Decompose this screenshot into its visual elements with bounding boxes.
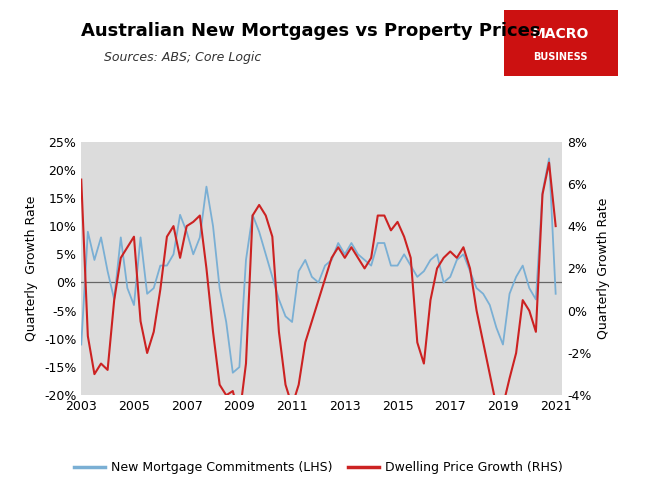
Y-axis label: Quarterly  Growth Rate: Quarterly Growth Rate — [25, 196, 38, 341]
Y-axis label: Quarterly Growth Rate: Quarterly Growth Rate — [597, 198, 610, 339]
Legend: New Mortgage Commitments (LHS), Dwelling Price Growth (RHS): New Mortgage Commitments (LHS), Dwelling… — [69, 456, 568, 479]
Text: Sources: ABS; Core Logic: Sources: ABS; Core Logic — [96, 51, 261, 64]
Text: MACRO: MACRO — [532, 27, 590, 41]
Text: BUSINESS: BUSINESS — [534, 52, 588, 62]
Text: Australian New Mortgages vs Property Prices: Australian New Mortgages vs Property Pri… — [81, 22, 541, 40]
